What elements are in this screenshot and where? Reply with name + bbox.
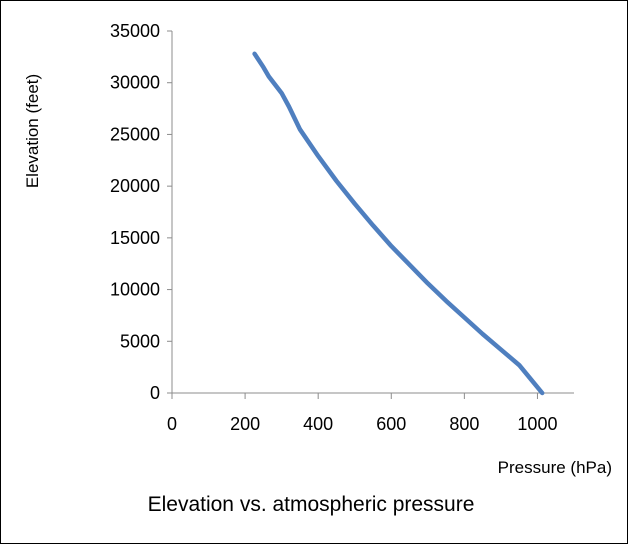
y-tick-label: 30000 — [110, 73, 160, 93]
y-tick-label: 10000 — [110, 280, 160, 300]
y-tick-label: 15000 — [110, 228, 160, 248]
x-tick-label: 1000 — [517, 414, 557, 434]
y-tick-label: 20000 — [110, 176, 160, 196]
y-tick-label: 0 — [150, 383, 160, 403]
y-tick-label: 35000 — [110, 21, 160, 41]
x-tick-label: 800 — [449, 414, 479, 434]
elevation-series-line — [252, 51, 545, 396]
y-tick-label: 5000 — [120, 331, 160, 351]
chart-title: Elevation vs. atmospheric pressure — [148, 493, 475, 516]
x-tick-label: 200 — [230, 414, 260, 434]
x-tick-label: 0 — [167, 414, 177, 434]
x-tick-label: 400 — [303, 414, 333, 434]
x-axis-label: Pressure (hPa) — [498, 458, 612, 477]
x-tick-label: 600 — [376, 414, 406, 434]
y-axis-label: Elevation (feet) — [23, 74, 42, 188]
y-tick-label: 25000 — [110, 124, 160, 144]
